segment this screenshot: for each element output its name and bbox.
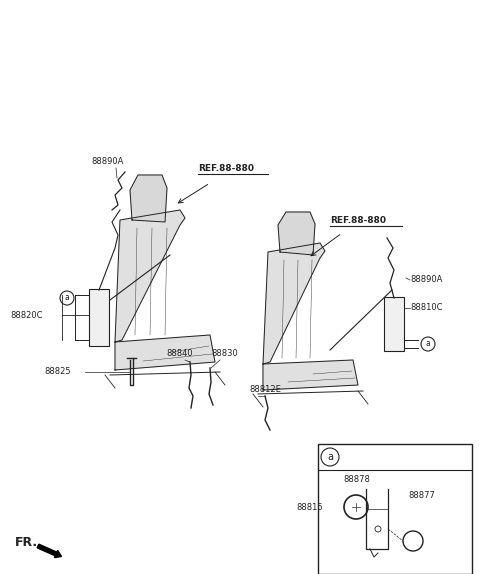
FancyBboxPatch shape — [89, 289, 109, 346]
Text: 88878: 88878 — [343, 475, 370, 483]
Text: a: a — [426, 339, 431, 348]
Text: a: a — [65, 293, 70, 302]
Text: FR.: FR. — [15, 536, 38, 549]
FancyArrow shape — [37, 544, 61, 558]
Text: 88825: 88825 — [45, 367, 72, 377]
Polygon shape — [263, 243, 325, 364]
Text: REF.88-880: REF.88-880 — [330, 216, 386, 225]
Circle shape — [321, 448, 339, 466]
Text: 88812E: 88812E — [249, 386, 281, 394]
Polygon shape — [115, 210, 185, 342]
Text: 88815: 88815 — [297, 503, 324, 513]
Polygon shape — [263, 360, 358, 390]
Text: 88820C: 88820C — [10, 311, 43, 320]
FancyBboxPatch shape — [384, 297, 404, 351]
Polygon shape — [130, 175, 167, 222]
Polygon shape — [115, 335, 215, 370]
Polygon shape — [278, 212, 315, 255]
Text: 88877: 88877 — [408, 491, 435, 501]
Text: 88810C: 88810C — [410, 304, 443, 312]
Bar — [318, 444, 472, 574]
Text: 88840: 88840 — [167, 350, 193, 359]
Text: REF.88-880: REF.88-880 — [198, 164, 254, 173]
Text: 88830: 88830 — [212, 350, 239, 359]
Text: 88890A: 88890A — [92, 157, 124, 166]
Text: a: a — [327, 452, 333, 462]
Text: 88890A: 88890A — [410, 276, 443, 285]
